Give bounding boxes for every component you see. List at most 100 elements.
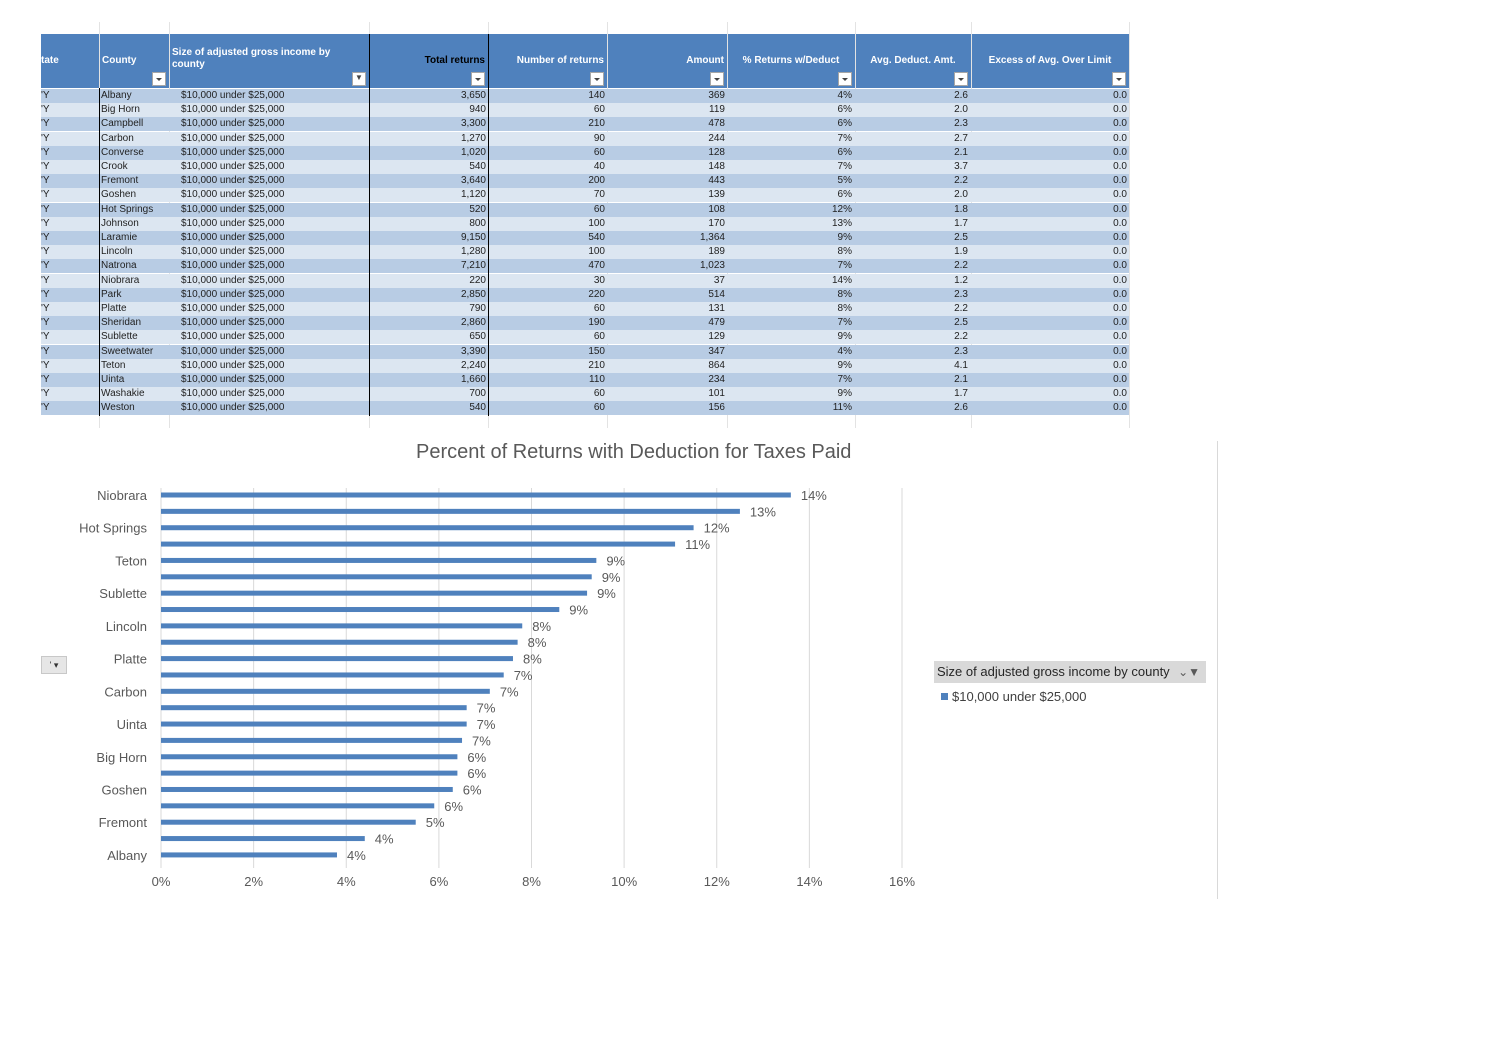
header-state[interactable]: tate (41, 34, 99, 88)
cell-state[interactable]: 'Y (41, 246, 50, 258)
cell-county[interactable]: Sheridan (101, 317, 142, 329)
cell-excess[interactable]: 0.0 (1113, 374, 1127, 385)
cell-state[interactable]: 'Y (41, 345, 50, 357)
cell-avg[interactable]: 2.3 (954, 345, 968, 357)
cell-total[interactable]: 800 (469, 217, 486, 229)
cell-county[interactable]: Johnson (101, 217, 139, 229)
header-amount[interactable]: Amount (607, 34, 727, 88)
bar-sheridan[interactable] (161, 705, 467, 711)
cell-excess[interactable]: 0.0 (1113, 317, 1127, 329)
cell-county[interactable]: Sweetwater (101, 345, 154, 357)
cell-total[interactable]: 940 (469, 104, 486, 116)
cell-number[interactable]: 210 (588, 359, 605, 371)
cell-pct[interactable]: 4% (837, 90, 852, 101)
cell-amount[interactable]: 37 (713, 274, 725, 286)
bar-campbell[interactable] (161, 770, 458, 776)
cell-amount[interactable]: 119 (709, 104, 725, 116)
cell-state[interactable]: 'Y (41, 260, 50, 272)
cell-state[interactable]: 'Y (41, 374, 50, 385)
cell-excess[interactable]: 0.0 (1113, 246, 1127, 258)
table-row[interactable]: 'Y Sheridan $10,000 under $25,000 2,860 190 4… (41, 316, 1129, 331)
cell-pct[interactable]: 12% (831, 203, 852, 215)
cell-amount[interactable]: 1,364 (699, 232, 725, 243)
bar-hot-springs[interactable] (161, 525, 694, 531)
cell-number[interactable]: 70 (593, 189, 605, 201)
table-row[interactable]: 'Y Natrona $10,000 under $25,000 7,210 470 1,… (41, 259, 1129, 274)
cell-number[interactable]: 100 (588, 217, 605, 229)
cell-size[interactable]: $10,000 under $25,000 (181, 189, 285, 201)
table-row[interactable]: 'Y Niobrara $10,000 under $25,000 220 30 37 14… (41, 273, 1129, 288)
cell-amount[interactable]: 514 (708, 288, 725, 300)
legend-filter-icon[interactable]: ⌄▼ (1178, 665, 1200, 679)
cell-county[interactable]: Niobrara (101, 274, 140, 286)
cell-excess[interactable]: 0.0 (1113, 288, 1127, 300)
cell-size[interactable]: $10,000 under $25,000 (181, 175, 285, 187)
bar-washakie[interactable] (161, 574, 592, 580)
avg-dropdown-icon[interactable] (954, 72, 968, 86)
cell-state[interactable]: 'Y (41, 402, 50, 414)
table-row[interactable]: 'Y Sweetwater $10,000 under $25,000 3,390 15… (41, 344, 1129, 359)
bar-johnson[interactable] (161, 508, 740, 514)
cell-total[interactable]: 540 (469, 161, 486, 172)
bar-platte[interactable] (161, 656, 513, 662)
table-row[interactable]: 'Y Crook $10,000 under $25,000 540 40 148 7% 3.… (41, 160, 1129, 174)
cell-size[interactable]: $10,000 under $25,000 (181, 161, 285, 172)
cell-size[interactable]: $10,000 under $25,000 (181, 359, 285, 371)
cell-state[interactable]: 'Y (41, 118, 50, 130)
cell-state[interactable]: 'Y (41, 161, 50, 172)
cell-pct[interactable]: 7% (837, 317, 852, 329)
bar-crook[interactable] (161, 737, 463, 743)
cell-pct[interactable]: 11% (832, 402, 852, 414)
cell-county[interactable]: Platte (101, 303, 127, 314)
cell-number[interactable]: 60 (593, 388, 605, 400)
cell-state[interactable]: 'Y (41, 90, 50, 101)
header-size[interactable]: Size of adjusted gross income by county (169, 34, 369, 88)
cell-avg[interactable]: 1.7 (954, 388, 968, 400)
cell-avg[interactable]: 3.7 (954, 161, 968, 172)
cell-number[interactable]: 220 (588, 288, 605, 300)
cell-excess[interactable]: 0.0 (1113, 345, 1127, 357)
cell-avg[interactable]: 2.1 (954, 374, 968, 385)
cell-amount[interactable]: 189 (708, 246, 725, 258)
cell-pct[interactable]: 6% (837, 189, 852, 201)
cell-pct[interactable]: 6% (837, 118, 852, 130)
cell-amount[interactable]: 234 (708, 374, 725, 385)
cell-pct[interactable]: 6% (837, 104, 852, 116)
cell-avg[interactable]: 1.2 (954, 274, 968, 286)
cell-excess[interactable]: 0.0 (1113, 331, 1127, 343)
header-excess[interactable]: Excess of Avg. Over Limit (971, 34, 1129, 88)
bar-fremont[interactable] (161, 819, 416, 825)
cell-avg[interactable]: 2.5 (954, 317, 968, 329)
bar-weston[interactable] (161, 541, 676, 547)
cell-county[interactable]: Big Horn (101, 104, 140, 116)
bar-albany[interactable] (161, 852, 337, 858)
table-row[interactable]: 'Y Albany $10,000 under $25,000 3,650 140 369… (41, 89, 1129, 103)
cell-state[interactable]: 'Y (41, 317, 50, 329)
header-county[interactable]: County (99, 34, 169, 88)
cell-avg[interactable]: 1.8 (954, 203, 968, 215)
cell-size[interactable]: $10,000 under $25,000 (181, 217, 285, 229)
cell-total[interactable]: 1,270 (460, 132, 486, 144)
cell-county[interactable]: Sublette (101, 331, 138, 343)
cell-total[interactable]: 2,240 (460, 359, 486, 371)
cell-pct[interactable]: 5% (837, 175, 852, 187)
cell-avg[interactable]: 2.7 (954, 132, 968, 144)
cell-state[interactable]: 'Y (41, 175, 50, 187)
cell-excess[interactable]: 0.0 (1113, 388, 1127, 400)
bar-lincoln[interactable] (161, 623, 523, 629)
table-row[interactable]: 'Y Hot Springs $10,000 under $25,000 520 60 1… (41, 202, 1129, 217)
cell-state[interactable]: 'Y (41, 203, 50, 215)
cell-excess[interactable]: 0.0 (1113, 217, 1127, 229)
cell-state[interactable]: 'Y (41, 303, 50, 314)
cell-size[interactable]: $10,000 under $25,000 (181, 104, 285, 116)
cell-number[interactable]: 60 (593, 303, 605, 314)
cell-size[interactable]: $10,000 under $25,000 (181, 374, 285, 385)
cell-pct[interactable]: 4% (837, 345, 852, 357)
cell-amount[interactable]: 347 (708, 345, 725, 357)
cell-total[interactable]: 1,660 (460, 374, 486, 385)
cell-avg[interactable]: 1.9 (954, 246, 968, 258)
cell-county[interactable]: Natrona (101, 260, 137, 272)
cell-amount[interactable]: 244 (708, 132, 725, 144)
cell-number[interactable]: 110 (589, 374, 605, 385)
table-row[interactable]: 'Y Teton $10,000 under $25,000 2,240 210 864 9… (41, 358, 1129, 373)
